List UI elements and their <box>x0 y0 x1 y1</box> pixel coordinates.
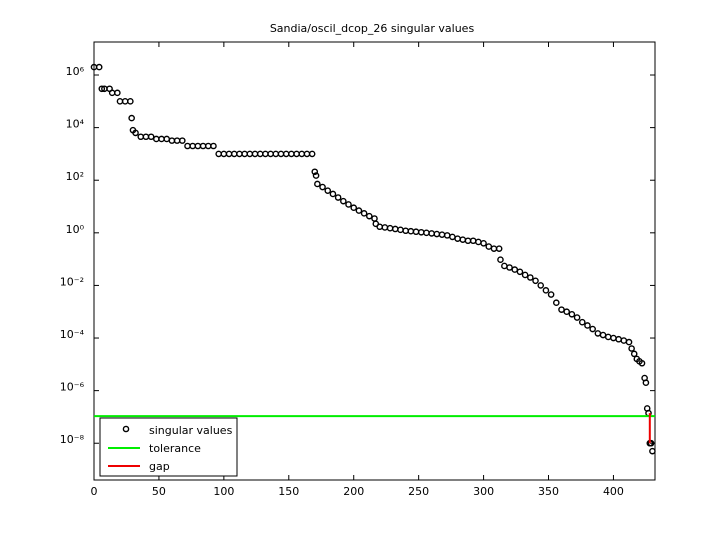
chart-title: Sandia/oscil_dcop_26 singular values <box>270 22 475 35</box>
data-point <box>628 345 635 352</box>
data-point <box>537 282 545 289</box>
data-point <box>532 277 539 285</box>
y-tick-label: 10⁴ <box>66 118 85 131</box>
data-point <box>480 239 487 247</box>
data-point <box>506 264 513 271</box>
data-point <box>563 308 570 316</box>
data-point <box>568 310 576 318</box>
data-point <box>495 245 503 252</box>
data-point <box>95 63 103 71</box>
data-point <box>630 350 638 358</box>
data-point <box>527 274 534 281</box>
data-point <box>558 306 565 313</box>
x-tick-label: 100 <box>213 485 234 498</box>
data-point <box>179 137 186 144</box>
y-tick-label: 10⁻⁶ <box>60 381 85 394</box>
data-point <box>573 314 581 321</box>
data-point <box>360 210 368 217</box>
data-point <box>584 322 591 329</box>
data-point <box>350 204 358 212</box>
data-point <box>128 114 135 122</box>
data-point <box>127 98 134 105</box>
data-point <box>98 85 106 93</box>
y-tick-label: 10⁶ <box>66 65 85 78</box>
data-point <box>547 291 555 298</box>
data-point <box>147 133 155 141</box>
y-tick-label: 10⁻⁴ <box>60 328 85 341</box>
legend-label: gap <box>149 460 170 473</box>
data-point <box>314 180 321 188</box>
x-tick-label: 350 <box>538 485 559 498</box>
data-point <box>366 212 373 220</box>
data-point <box>511 266 519 273</box>
x-tick-label: 0 <box>91 485 98 498</box>
data-point <box>334 194 342 201</box>
x-tick-label: 400 <box>603 485 624 498</box>
x-tick-label: 300 <box>473 485 494 498</box>
y-tick-label: 10⁻⁸ <box>60 433 85 446</box>
x-tick-label: 150 <box>278 485 299 498</box>
data-point <box>329 190 337 198</box>
data-point <box>578 318 586 326</box>
legend-marker <box>122 425 130 433</box>
y-tick-label: 10⁰ <box>66 223 85 236</box>
data-point <box>638 359 646 367</box>
data-point <box>647 439 655 447</box>
x-tick-label: 200 <box>343 485 364 498</box>
y-tick-label: 10² <box>66 170 84 183</box>
legend-label: singular values <box>149 424 233 437</box>
y-tick-label: 10⁻² <box>60 275 84 288</box>
data-point <box>312 172 320 179</box>
data-point <box>497 256 504 264</box>
data-point <box>542 287 550 294</box>
data-point <box>114 89 121 97</box>
data-point <box>521 271 529 279</box>
data-point <box>355 207 363 214</box>
data-point <box>625 338 633 346</box>
data-point <box>516 268 524 276</box>
data-point <box>642 379 650 387</box>
data-point <box>319 183 326 191</box>
x-tick-label: 250 <box>408 485 429 498</box>
data-point <box>340 197 347 205</box>
data-point <box>308 150 316 158</box>
data-point <box>589 325 596 333</box>
data-point <box>553 299 560 307</box>
x-tick-label: 50 <box>152 485 166 498</box>
data-point <box>649 447 656 455</box>
plot-area <box>93 41 656 481</box>
data-point <box>324 187 332 194</box>
data-point <box>132 129 139 137</box>
data-point <box>485 243 493 250</box>
data-point <box>311 168 319 176</box>
data-point <box>210 142 217 150</box>
data-point <box>345 201 352 208</box>
legend-label: tolerance <box>149 442 201 455</box>
